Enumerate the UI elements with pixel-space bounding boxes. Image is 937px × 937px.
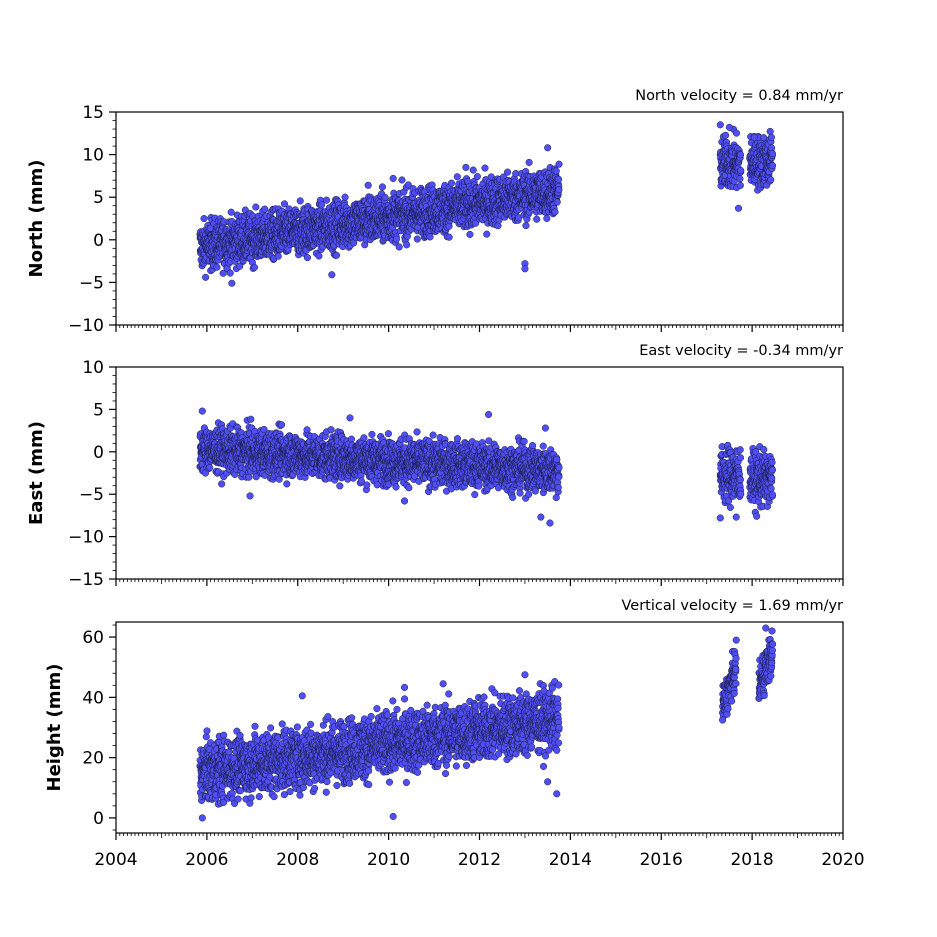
data-point (767, 176, 775, 184)
data-point (384, 430, 392, 438)
data-point (483, 230, 491, 238)
data-point (544, 144, 552, 152)
data-point (768, 150, 776, 158)
data-point (732, 129, 741, 137)
data-point (553, 198, 561, 206)
data-point (250, 263, 258, 271)
data-point (760, 134, 768, 142)
data-point (328, 271, 336, 279)
data-point (336, 482, 344, 490)
data-point (200, 215, 208, 223)
data-point (332, 251, 341, 259)
data-point (481, 164, 489, 172)
data-point (405, 484, 413, 492)
data-point (252, 203, 260, 211)
data-point (555, 186, 563, 194)
data-point (750, 134, 758, 142)
data-point (261, 205, 269, 213)
data-point (413, 428, 421, 436)
data-point (429, 431, 437, 439)
data-point (766, 127, 774, 135)
data-point (445, 233, 453, 241)
data-point (413, 235, 421, 243)
data-point (552, 167, 560, 175)
data-point (327, 426, 335, 434)
y-tick-label: −10 (68, 316, 104, 336)
y-tick-label: 10 (82, 146, 104, 166)
data-point (392, 235, 400, 243)
data-point (473, 173, 481, 181)
data-point (404, 181, 412, 189)
y-tick-label: −5 (79, 273, 104, 293)
data-point (736, 151, 745, 159)
data-point (341, 193, 349, 201)
data-point (206, 464, 214, 472)
data-point (360, 434, 368, 442)
data-point (392, 483, 400, 491)
data-point (736, 181, 744, 189)
data-point (469, 166, 477, 174)
data-point (245, 473, 253, 481)
data-point (247, 415, 255, 423)
north-y-axis-label: North (mm) (26, 160, 47, 278)
data-point (767, 133, 776, 141)
data-point (503, 168, 512, 176)
data-point (555, 160, 563, 168)
panels: −10 −5 0 5 10 15 North (mm) North velocity = 0.… (26, 88, 865, 870)
data-point (716, 121, 724, 129)
data-point (551, 208, 559, 216)
data-point (466, 230, 474, 239)
data-point (403, 241, 411, 249)
data-point (736, 175, 744, 183)
data-point (453, 173, 461, 181)
data-point (219, 269, 227, 277)
north-data-points (196, 121, 777, 287)
data-point (363, 481, 371, 489)
data-point (389, 174, 397, 183)
north-velocity-label: North velocity = 0.84 mm/yr (635, 88, 843, 104)
data-point (202, 273, 210, 281)
data-point (521, 265, 529, 273)
data-point (368, 430, 376, 438)
data-point (525, 158, 533, 166)
data-point (318, 201, 326, 209)
data-point (322, 196, 331, 204)
data-point (722, 131, 730, 139)
data-point (725, 123, 733, 131)
data-point (398, 176, 406, 184)
data-point (426, 233, 434, 241)
data-point (296, 197, 304, 205)
data-point (555, 175, 563, 183)
data-point (236, 262, 244, 270)
data-point (395, 243, 403, 251)
y-tick-label: 5 (93, 188, 104, 208)
data-point (447, 179, 456, 187)
data-point (227, 208, 235, 216)
data-point (734, 204, 743, 212)
data-point (228, 279, 236, 287)
y-tick-label: 0 (93, 231, 104, 251)
data-point (737, 166, 745, 175)
data-point (315, 252, 323, 260)
data-point (522, 222, 530, 230)
data-point (303, 254, 311, 262)
data-point (533, 215, 541, 223)
data-point (226, 269, 234, 277)
data-point (378, 183, 386, 191)
data-point (462, 163, 470, 171)
data-point (381, 193, 389, 201)
data-point (364, 181, 372, 189)
data-point (280, 200, 289, 208)
data-point (283, 480, 291, 488)
y-tick-label: 15 (82, 103, 104, 123)
data-point (347, 435, 356, 443)
data-point (218, 480, 226, 488)
data-point (274, 252, 282, 260)
data-point (278, 421, 286, 429)
data-point (769, 162, 777, 170)
data-point (213, 263, 221, 271)
panel-north: −10 −5 0 5 10 15 North (mm) North velocity = 0.… (26, 88, 844, 336)
data-point (543, 214, 551, 222)
